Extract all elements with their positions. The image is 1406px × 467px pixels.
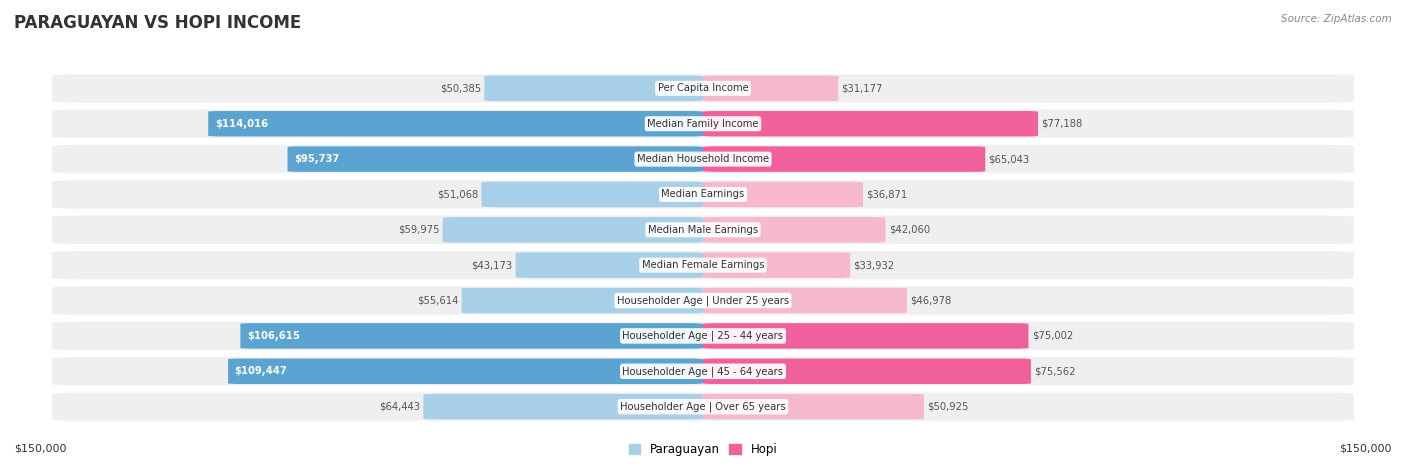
Text: $150,000: $150,000 [14,443,66,453]
Text: $46,978: $46,978 [910,296,952,305]
Text: $114,016: $114,016 [215,119,269,129]
Text: $59,975: $59,975 [398,225,440,235]
Text: Median Earnings: Median Earnings [661,190,745,199]
FancyBboxPatch shape [423,394,703,419]
Text: $109,447: $109,447 [235,366,287,376]
Text: Per Capita Income: Per Capita Income [658,84,748,93]
FancyBboxPatch shape [52,180,1354,209]
FancyBboxPatch shape [52,110,1354,138]
Text: $51,068: $51,068 [437,190,478,199]
Text: $42,060: $42,060 [889,225,929,235]
FancyBboxPatch shape [703,111,1038,136]
Text: Source: ZipAtlas.com: Source: ZipAtlas.com [1281,14,1392,24]
Text: $33,932: $33,932 [853,260,894,270]
Text: Median Male Earnings: Median Male Earnings [648,225,758,235]
Text: $106,615: $106,615 [247,331,299,341]
FancyBboxPatch shape [703,76,838,101]
FancyBboxPatch shape [516,253,703,278]
Text: Median Female Earnings: Median Female Earnings [641,260,765,270]
Legend: Paraguayan, Hopi: Paraguayan, Hopi [624,439,782,461]
FancyBboxPatch shape [461,288,703,313]
FancyBboxPatch shape [484,76,703,101]
FancyBboxPatch shape [703,323,1028,349]
FancyBboxPatch shape [288,146,703,172]
FancyBboxPatch shape [443,217,703,242]
FancyBboxPatch shape [703,182,863,207]
FancyBboxPatch shape [240,323,703,349]
FancyBboxPatch shape [481,182,703,207]
FancyBboxPatch shape [703,146,986,172]
FancyBboxPatch shape [52,322,1354,350]
Text: $150,000: $150,000 [1340,443,1392,453]
Text: Median Family Income: Median Family Income [647,119,759,129]
FancyBboxPatch shape [703,253,851,278]
Text: PARAGUAYAN VS HOPI INCOME: PARAGUAYAN VS HOPI INCOME [14,14,301,32]
Text: $43,173: $43,173 [471,260,512,270]
Text: Householder Age | 45 - 64 years: Householder Age | 45 - 64 years [623,366,783,376]
Text: Householder Age | Under 25 years: Householder Age | Under 25 years [617,295,789,306]
Text: $95,737: $95,737 [294,154,339,164]
FancyBboxPatch shape [208,111,703,136]
Text: $55,614: $55,614 [418,296,458,305]
Text: $65,043: $65,043 [988,154,1029,164]
Text: $50,385: $50,385 [440,84,481,93]
FancyBboxPatch shape [52,74,1354,103]
FancyBboxPatch shape [52,251,1354,279]
FancyBboxPatch shape [703,217,886,242]
FancyBboxPatch shape [52,357,1354,385]
Text: $50,925: $50,925 [927,402,969,411]
Text: $31,177: $31,177 [842,84,883,93]
Text: Median Household Income: Median Household Income [637,154,769,164]
FancyBboxPatch shape [703,288,907,313]
FancyBboxPatch shape [52,216,1354,244]
Text: $36,871: $36,871 [866,190,907,199]
FancyBboxPatch shape [703,394,924,419]
Text: Householder Age | 25 - 44 years: Householder Age | 25 - 44 years [623,331,783,341]
Text: $77,188: $77,188 [1042,119,1083,129]
Text: Householder Age | Over 65 years: Householder Age | Over 65 years [620,402,786,412]
Text: $75,002: $75,002 [1032,331,1073,341]
FancyBboxPatch shape [228,359,703,384]
Text: $75,562: $75,562 [1035,366,1076,376]
FancyBboxPatch shape [703,359,1031,384]
FancyBboxPatch shape [52,286,1354,315]
FancyBboxPatch shape [52,145,1354,173]
Text: $64,443: $64,443 [380,402,420,411]
FancyBboxPatch shape [52,392,1354,421]
